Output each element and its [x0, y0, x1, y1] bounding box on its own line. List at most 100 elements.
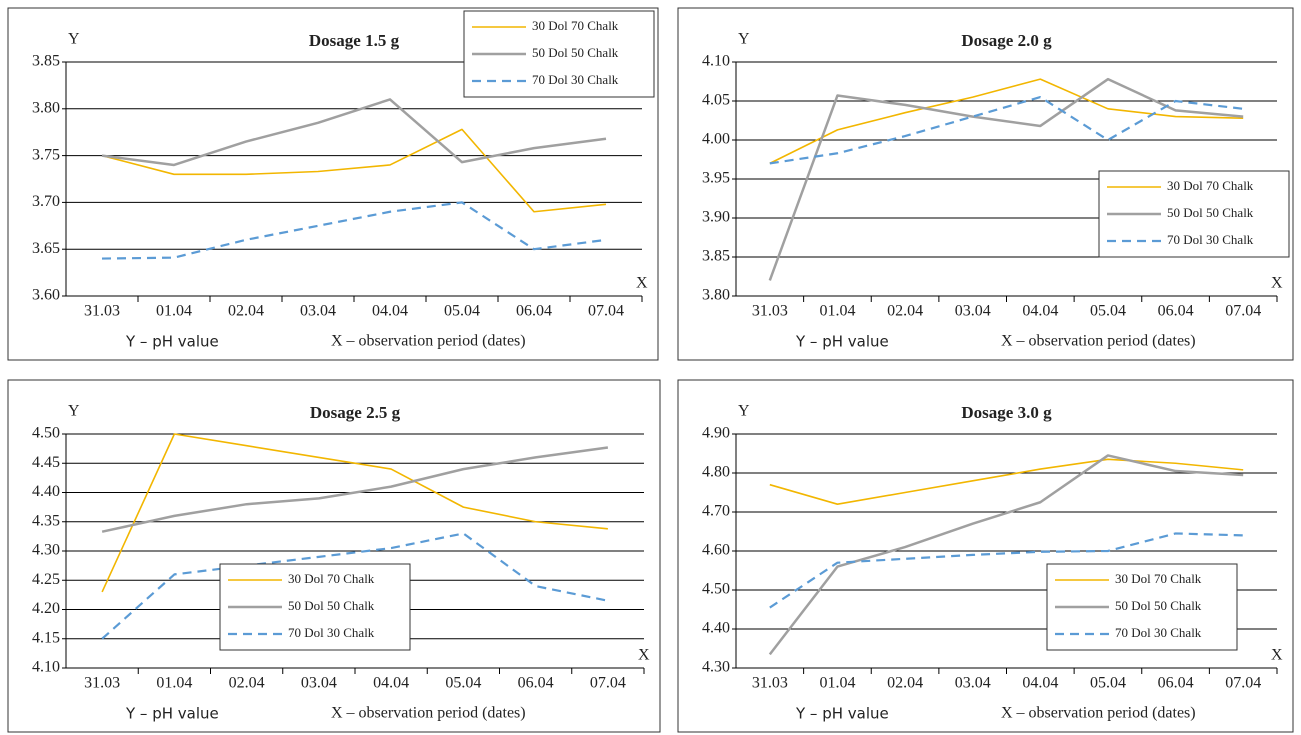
- x-tick-label: 02.04: [887, 675, 923, 692]
- y-tick-label: 4.30: [32, 542, 60, 559]
- series-line: [101, 98, 607, 167]
- annotation: X – observation period (dates): [1001, 705, 1196, 722]
- chart-title: Dosage 1.5 g: [309, 31, 400, 50]
- legend-label: 70 Dol 30 Chalk: [288, 625, 375, 640]
- panel-border: [7, 7, 659, 361]
- x-tick-label: 06.04: [1158, 675, 1194, 692]
- y-tick-label: 3.75: [32, 146, 60, 163]
- x-tick-label: 04.04: [372, 303, 408, 320]
- legend-label: 50 Dol 50 Chalk: [1115, 598, 1202, 613]
- annotation: X – observation period (dates): [1001, 333, 1196, 350]
- x-tick-label: 31.03: [84, 675, 120, 692]
- y-axis-label: Y: [738, 31, 750, 48]
- legend-label: 30 Dol 70 Chalk: [532, 18, 619, 33]
- y-tick-label: 4.10: [32, 659, 60, 676]
- y-tick-label: 3.80: [32, 99, 60, 116]
- legend-label: 70 Dol 30 Chalk: [532, 72, 619, 87]
- series-line: [101, 433, 608, 593]
- x-tick-label: 04.04: [1022, 303, 1058, 320]
- y-tick-label: 4.70: [702, 503, 730, 520]
- y-tick-label: 4.00: [702, 131, 730, 148]
- y-axis-label: Y: [738, 403, 750, 420]
- series-line: [101, 128, 607, 213]
- legend-label: 70 Dol 30 Chalk: [1115, 625, 1202, 640]
- x-tick-label: 05.04: [1090, 303, 1126, 320]
- x-tick-label: 01.04: [156, 303, 192, 320]
- annotation: Y – pH value: [125, 333, 219, 351]
- series-line: [101, 446, 609, 533]
- x-tick-label: 04.04: [373, 675, 409, 692]
- y-tick-label: 3.70: [32, 193, 60, 210]
- legend-label: 50 Dol 50 Chalk: [532, 45, 619, 60]
- x-tick-label: 31.03: [752, 675, 788, 692]
- legend-label: 50 Dol 50 Chalk: [288, 598, 375, 613]
- legend-label: 30 Dol 70 Chalk: [1115, 571, 1202, 586]
- x-tick-label: 03.04: [955, 675, 991, 692]
- x-tick-label: 31.03: [84, 303, 120, 320]
- y-axis-label: Y: [68, 31, 80, 48]
- x-tick-label: 02.04: [229, 675, 265, 692]
- chart-title: Dosage 2.0 g: [961, 31, 1052, 50]
- annotation: Y – pH value: [795, 705, 889, 723]
- y-tick-label: 4.05: [702, 92, 730, 109]
- y-tick-label: 4.20: [32, 600, 60, 617]
- y-tick-label: 4.25: [32, 571, 60, 588]
- x-tick-label: 01.04: [819, 675, 855, 692]
- series-line: [101, 532, 609, 640]
- x-tick-label: 06.04: [516, 303, 552, 320]
- panel-border: [7, 379, 661, 733]
- x-tick-label: 07.04: [590, 675, 626, 692]
- legend-label: 30 Dol 70 Chalk: [1167, 178, 1254, 193]
- y-tick-label: 4.80: [702, 464, 730, 481]
- series-line: [769, 78, 1244, 165]
- x-tick-label: 05.04: [444, 303, 480, 320]
- series-line: [101, 201, 607, 260]
- y-tick-label: 3.80: [702, 287, 730, 304]
- x-tick-label: 03.04: [300, 303, 336, 320]
- legend-label: 50 Dol 50 Chalk: [1167, 205, 1254, 220]
- x-tick-label: 01.04: [819, 303, 855, 320]
- y-axis-label: Y: [68, 403, 80, 420]
- annotation: Y – pH value: [125, 705, 219, 723]
- panel-border: [677, 379, 1294, 733]
- panel-border: [677, 7, 1294, 361]
- y-tick-label: 4.60: [702, 542, 730, 559]
- y-tick-label: 4.15: [32, 629, 60, 646]
- x-tick-label: 06.04: [1158, 303, 1194, 320]
- annotation: X – observation period (dates): [331, 333, 526, 350]
- series-line: [768, 454, 1244, 656]
- y-tick-label: 3.95: [702, 170, 730, 187]
- series-line: [768, 77, 1244, 281]
- y-tick-label: 3.60: [32, 287, 60, 304]
- x-tick-label: 01.04: [156, 675, 192, 692]
- annotation: X – observation period (dates): [331, 705, 526, 722]
- chart-title: Dosage 2.5 g: [310, 403, 401, 422]
- y-tick-label: 4.45: [32, 454, 60, 471]
- y-tick-label: 3.85: [702, 248, 730, 265]
- y-tick-label: 4.30: [702, 659, 730, 676]
- series-line: [769, 458, 1244, 506]
- y-tick-label: 4.50: [32, 425, 60, 442]
- x-axis-label: X: [638, 647, 650, 664]
- legend-label: 70 Dol 30 Chalk: [1167, 232, 1254, 247]
- x-axis-label: X: [1271, 275, 1283, 292]
- y-tick-label: 4.50: [702, 581, 730, 598]
- y-tick-label: 3.65: [32, 240, 60, 257]
- x-tick-label: 31.03: [752, 303, 788, 320]
- x-tick-label: 06.04: [518, 675, 554, 692]
- x-axis-label: X: [636, 275, 648, 292]
- x-tick-label: 03.04: [955, 303, 991, 320]
- y-tick-label: 4.10: [702, 53, 730, 70]
- chart-title: Dosage 3.0 g: [961, 403, 1052, 422]
- y-tick-label: 3.85: [32, 53, 60, 70]
- x-tick-label: 05.04: [1090, 675, 1126, 692]
- x-axis-label: X: [1271, 647, 1283, 664]
- x-tick-label: 07.04: [588, 303, 624, 320]
- x-tick-label: 03.04: [301, 675, 337, 692]
- series-line: [769, 532, 1244, 609]
- x-tick-label: 04.04: [1022, 675, 1058, 692]
- x-tick-label: 07.04: [1225, 303, 1261, 320]
- y-tick-label: 4.40: [32, 483, 60, 500]
